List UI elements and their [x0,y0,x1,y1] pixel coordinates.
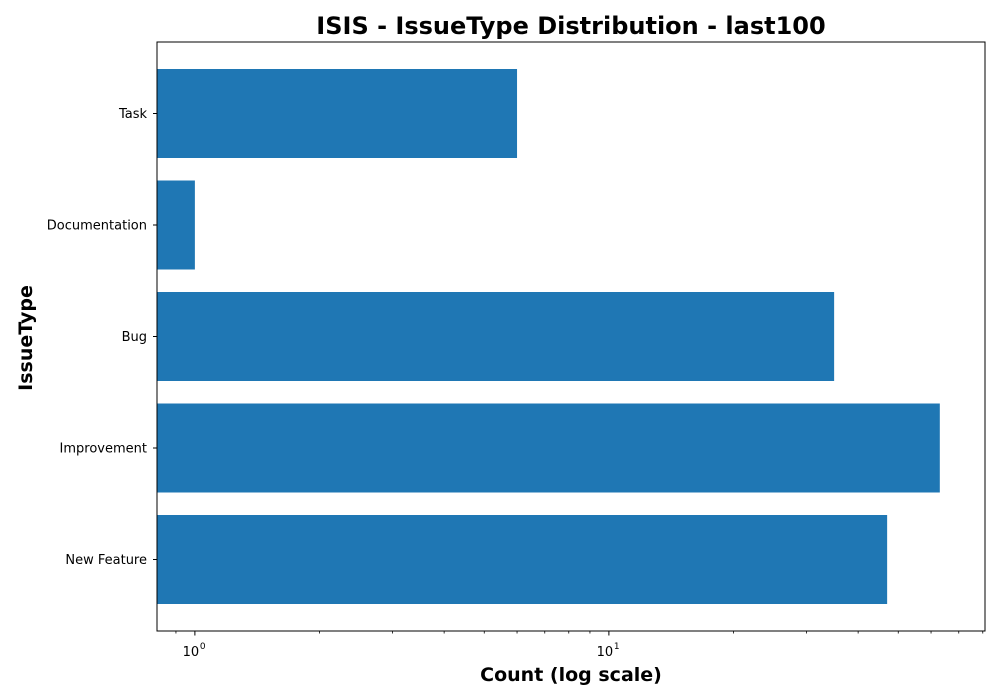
x-tick-label-10-pow-1: 10 [597,645,614,660]
x-tick-label-10-pow-0: 10 [183,645,200,660]
plot-area-frame [156,41,986,632]
y-tick-label-task: Task [118,107,148,122]
x-axis-label: Count (log scale) [480,664,662,686]
y-axis-ticks: New Feature Improvement Bug Documentation Ta… [47,107,157,568]
y-tick-label-improvement: Improvement [60,442,147,457]
x-axis-ticks: 10 0 10 1 [175,631,984,660]
bar-bug [157,292,835,381]
bar-documentation [157,180,195,270]
bar-task [157,69,518,158]
y-tick-label-new-feature: New Feature [65,553,147,568]
bar-improvement [157,403,940,493]
chart-title: ISIS - IssueType Distribution - last100 [316,12,825,40]
y-axis-label: IssueType [15,285,37,391]
x-tick-exponent-1: 1 [614,642,620,652]
x-tick-exponent-0: 0 [200,642,206,652]
y-tick-label-bug: Bug [122,330,147,345]
bars-layer [157,69,940,604]
y-tick-label-documentation: Documentation [47,219,147,234]
bar-new-feature [157,515,888,604]
